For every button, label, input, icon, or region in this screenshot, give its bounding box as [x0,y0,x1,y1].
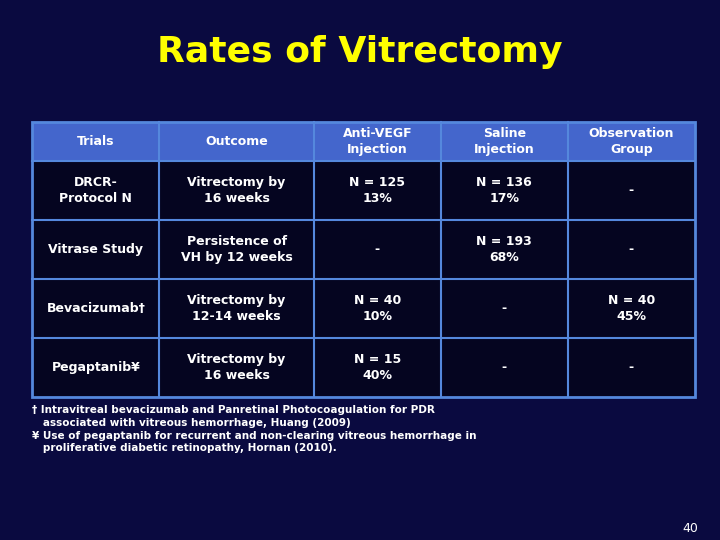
Text: † Intravitreal bevacizumab and Panretinal Photocoagulation for PDR
   associated: † Intravitreal bevacizumab and Panretina… [32,405,477,454]
Text: N = 125
13%: N = 125 13% [349,177,405,205]
Bar [32,279,695,338]
Text: Rates of Vitrectomy: Rates of Vitrectomy [157,35,563,69]
Bar [32,122,695,161]
Text: -: - [629,243,634,256]
Bar [32,338,695,397]
Text: Observation
Group: Observation Group [588,127,674,156]
Text: N = 136
17%: N = 136 17% [477,177,532,205]
Text: Vitrectomy by
16 weeks: Vitrectomy by 16 weeks [187,177,286,205]
Text: Saline
Injection: Saline Injection [474,127,535,156]
Text: N = 193
68%: N = 193 68% [477,235,532,264]
Text: Persistence of
VH by 12 weeks: Persistence of VH by 12 weeks [181,235,292,264]
Bar [32,220,695,279]
Text: Outcome: Outcome [205,135,268,148]
Text: Trials: Trials [77,135,114,148]
Bar [32,122,695,397]
Text: -: - [375,243,380,256]
Text: N = 40
45%: N = 40 45% [608,294,655,323]
Bar [32,161,695,220]
Text: Vitrectomy by
16 weeks: Vitrectomy by 16 weeks [187,353,286,382]
Text: -: - [502,302,507,315]
Text: Vitrase Study: Vitrase Study [48,243,143,256]
Text: -: - [629,361,634,374]
Text: N = 15
40%: N = 15 40% [354,353,401,382]
Text: Vitrectomy by
12-14 weeks: Vitrectomy by 12-14 weeks [187,294,286,323]
Text: Bevacizumab†: Bevacizumab† [47,302,145,315]
Text: -: - [502,361,507,374]
Text: Anti-VEGF
Injection: Anti-VEGF Injection [343,127,412,156]
Text: DRCR-
Protocol N: DRCR- Protocol N [60,177,132,205]
Text: 40: 40 [683,522,698,535]
Text: -: - [629,184,634,197]
Text: N = 40
10%: N = 40 10% [354,294,401,323]
Text: Pegaptanib¥: Pegaptanib¥ [52,361,140,374]
